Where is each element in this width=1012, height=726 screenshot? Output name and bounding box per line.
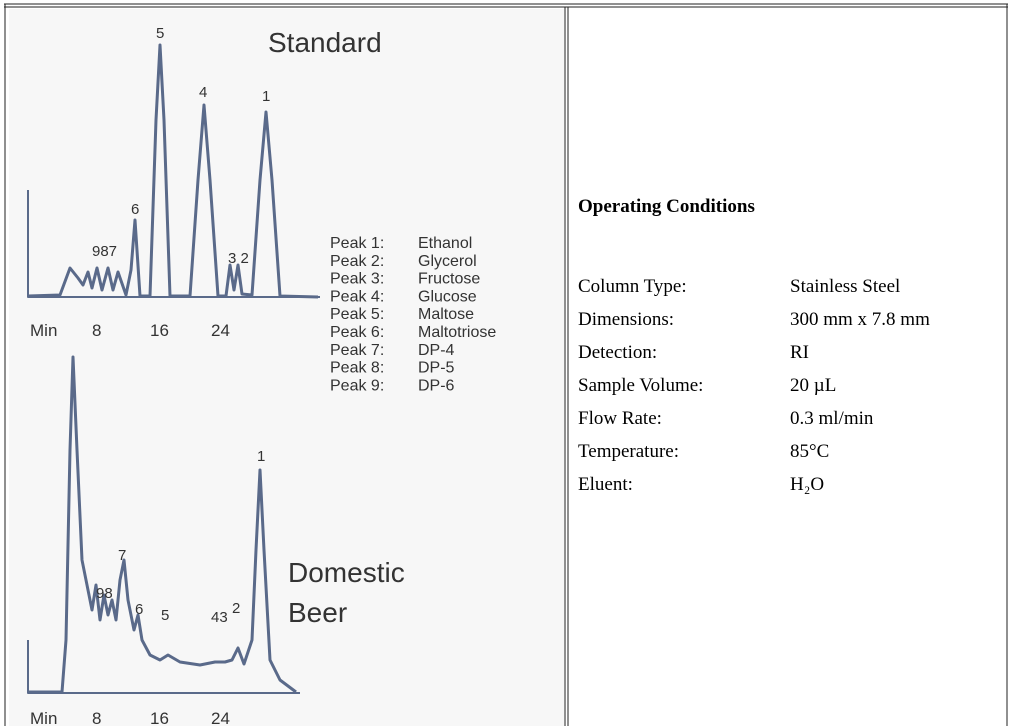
legend-name: DP-6 [418, 377, 455, 394]
peak-label: 6 [135, 601, 143, 618]
condition-value: RI [790, 342, 809, 363]
legend-peak: Peak 2: [330, 253, 384, 270]
legend-peak: Peak 9: [330, 377, 384, 394]
condition-label: Sample Volume: [578, 375, 703, 396]
peak-label: 5 [156, 25, 164, 42]
legend-peak: Peak 8: [330, 360, 384, 377]
legend-name: DP-5 [418, 360, 455, 377]
condition-label: Temperature: [578, 441, 679, 462]
legend-name: Ethanol [418, 235, 472, 252]
chart-title: Domestic [288, 557, 405, 588]
peak-label: 1 [257, 448, 265, 465]
axis-label: 8 [92, 709, 101, 726]
peak-label: 4 [199, 84, 207, 101]
condition-label: Column Type: [578, 276, 687, 297]
legend-peak: Peak 5: [330, 306, 384, 323]
chromatogram-image [9, 9, 564, 726]
axis-label: Min [30, 321, 57, 340]
chart-title: Beer [288, 597, 347, 628]
legend-name: Glucose [418, 288, 477, 305]
section-heading: Operating Conditions [578, 196, 755, 217]
axis-label: 24 [211, 321, 230, 340]
peak-label: 6 [131, 201, 139, 218]
condition-value: H₂O [790, 474, 824, 495]
condition-label: Detection: [578, 342, 657, 363]
axis-label: 24 [211, 709, 230, 726]
condition-label: Flow Rate: [578, 408, 662, 429]
axis-label: Min [30, 709, 57, 726]
legend-peak: Peak 3: [330, 271, 384, 288]
axis-label: 16 [150, 709, 169, 726]
chart-title: Standard [268, 27, 382, 58]
legend-name: Glycerol [418, 253, 477, 270]
condition-value: 20 µL [790, 375, 836, 396]
legend-name: Maltose [418, 306, 474, 323]
chromatogram-traces [27, 43, 320, 694]
peak-label: 1 [262, 88, 270, 105]
legend-peak: Peak 4: [330, 288, 384, 305]
legend-peak: Peak 6: [330, 324, 384, 341]
condition-label: Dimensions: [578, 309, 674, 330]
legend-name: DP-4 [418, 342, 455, 359]
condition-value: Stainless Steel [790, 276, 900, 297]
peak-label: 5 [161, 607, 169, 624]
peak-label: 2 [232, 600, 240, 617]
peak-label: 43 [211, 609, 228, 626]
peak-label: 7 [118, 547, 126, 564]
peak-label: 98 [96, 585, 113, 602]
condition-value: 0.3 ml/min [790, 408, 874, 429]
legend-peak: Peak 7: [330, 342, 384, 359]
axis-label: 16 [150, 321, 169, 340]
legend-name: Maltotriose [418, 324, 496, 341]
legend-peak: Peak 1: [330, 235, 384, 252]
condition-value: 300 mm x 7.8 mm [790, 309, 930, 330]
table-borders [4, 3, 1008, 726]
condition-label: Eluent: [578, 474, 633, 495]
peak-label: 987 [92, 243, 117, 260]
condition-value: 85°C [790, 441, 829, 462]
peak-label: 3 2 [228, 250, 249, 267]
legend-name: Fructose [418, 271, 480, 288]
axis-label: 8 [92, 321, 101, 340]
